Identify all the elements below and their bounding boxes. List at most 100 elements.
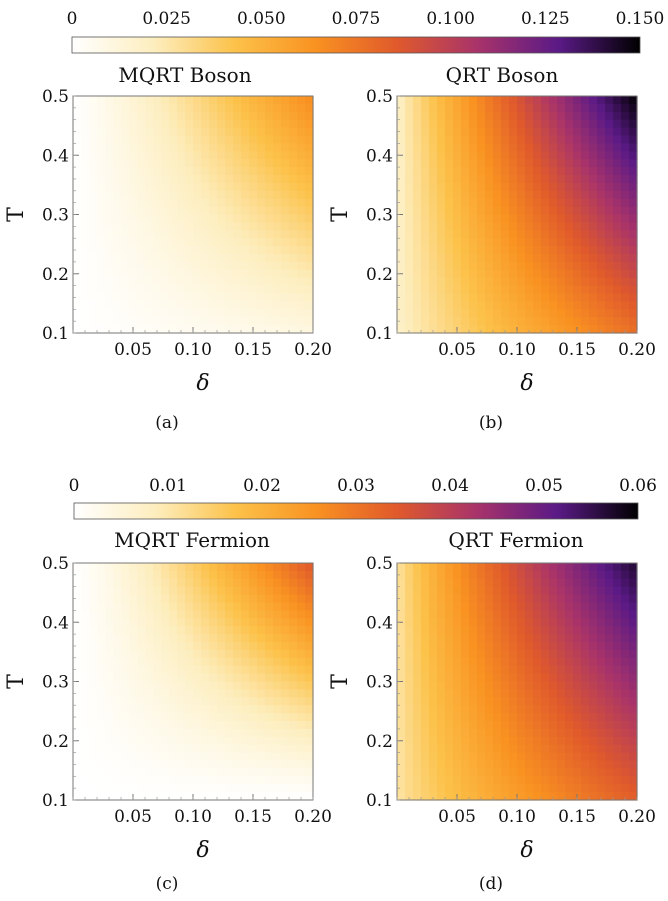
heatmap-cell <box>249 119 258 129</box>
heatmap-cell <box>445 689 454 698</box>
heatmap-cell <box>177 768 186 777</box>
heatmap-cell <box>209 103 218 113</box>
heatmap-cell <box>445 657 454 667</box>
heatmap-cell <box>549 309 558 318</box>
heatmap-cell <box>185 167 194 176</box>
heatmap-cell <box>97 760 106 769</box>
heatmap-cell <box>169 586 178 596</box>
x-tick-label: 0.10 <box>174 807 212 827</box>
heatmap-cell <box>469 269 478 279</box>
heatmap-cell <box>177 119 186 129</box>
heatmap-cell <box>533 736 542 746</box>
heatmap-cell <box>517 594 526 604</box>
heatmap-cell <box>621 673 630 683</box>
heatmap-cell <box>281 222 290 231</box>
heatmap-cell <box>233 175 242 184</box>
heatmap-cell <box>613 760 622 769</box>
heatmap-cell <box>225 135 234 144</box>
heatmap-cell <box>73 301 82 310</box>
heatmap-cell <box>305 570 314 580</box>
heatmap-cell <box>97 111 106 121</box>
heatmap-cell <box>509 570 518 580</box>
heatmap-cell <box>445 238 454 247</box>
heatmap-cell <box>493 135 502 144</box>
heatmap-cell <box>629 578 638 588</box>
heatmap-cell <box>97 238 106 247</box>
heatmap-cell <box>453 713 462 722</box>
heatmap-cell <box>613 697 622 706</box>
heatmap-cell <box>233 642 242 651</box>
heatmap-cell <box>461 325 470 334</box>
heatmap-cell <box>621 736 630 746</box>
heatmap-cell <box>193 206 202 216</box>
heatmap-cell <box>613 325 622 334</box>
heatmap-cell <box>169 760 178 769</box>
heatmap-cell <box>233 634 242 643</box>
heatmap-cell <box>153 586 162 596</box>
heatmap-cell <box>589 681 598 690</box>
heatmap-cell <box>225 721 234 730</box>
heatmap-cell <box>605 143 614 152</box>
heatmap-cell <box>225 570 234 580</box>
heatmap-cell <box>605 222 614 231</box>
heatmap-cell <box>461 602 470 611</box>
heatmap-cell <box>113 665 122 675</box>
heatmap-cell <box>73 119 82 129</box>
heatmap-cell <box>177 792 186 801</box>
heatmap-cell <box>469 602 478 611</box>
heatmap-cell <box>257 721 266 730</box>
heatmap-cell <box>453 610 462 619</box>
heatmap-cell <box>81 563 90 572</box>
heatmap-cell <box>453 665 462 675</box>
heatmap-cell <box>485 190 494 200</box>
heatmap-cell <box>509 792 518 801</box>
heatmap-cell <box>453 269 462 279</box>
heatmap-cell <box>121 254 130 263</box>
heatmap-cell <box>201 626 210 635</box>
heatmap-cell <box>185 634 194 643</box>
heatmap-cell <box>421 689 430 698</box>
heatmap-cell <box>629 618 638 627</box>
heatmap-cell <box>589 167 598 176</box>
heatmap-cell <box>73 293 82 302</box>
heatmap-cell <box>273 214 282 223</box>
heatmap-cell <box>589 744 598 754</box>
heatmap-cell <box>509 689 518 698</box>
heatmap-cell <box>413 642 422 651</box>
heatmap-cell <box>169 261 178 271</box>
heatmap-cell <box>233 776 242 785</box>
heatmap-cell <box>405 309 414 318</box>
heatmap-cell <box>533 665 542 675</box>
heatmap-cell <box>597 602 606 611</box>
heatmap-cell <box>185 96 194 105</box>
heatmap-cell <box>509 610 518 619</box>
heatmap-cell <box>397 768 406 777</box>
heatmap-cell <box>73 784 82 793</box>
heatmap-cell <box>89 665 98 675</box>
heatmap-cell <box>493 96 502 105</box>
heatmap-cell <box>257 317 266 326</box>
heatmap-cell <box>153 261 162 271</box>
heatmap-cell <box>621 602 630 611</box>
heatmap-cell <box>557 254 566 263</box>
heatmap-cell <box>265 594 274 604</box>
heatmap-cell <box>273 626 282 635</box>
heatmap-cell <box>533 649 542 659</box>
heatmap-cell <box>297 277 306 287</box>
heatmap-cell <box>129 135 138 144</box>
heatmap-cell <box>209 222 218 231</box>
heatmap-cell <box>193 673 202 683</box>
heatmap-cell <box>113 167 122 176</box>
heatmap-cell <box>305 697 314 706</box>
heatmap-cell <box>137 214 146 223</box>
heatmap-cell <box>565 127 574 137</box>
heatmap-cell <box>201 768 210 777</box>
heatmap-cell <box>97 198 106 208</box>
heatmap-cell <box>565 657 574 667</box>
heatmap-cell <box>525 309 534 318</box>
heatmap-cell <box>97 317 106 326</box>
heatmap-cell <box>445 159 454 168</box>
heatmap-cell <box>613 151 622 160</box>
heatmap-cell <box>281 325 290 334</box>
